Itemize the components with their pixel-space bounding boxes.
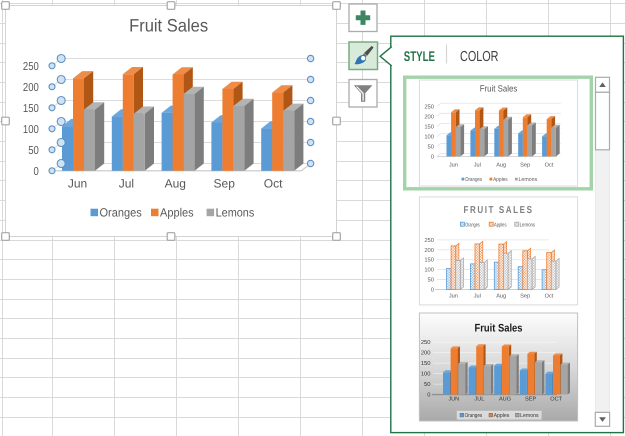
svg-text:150: 150 [23,103,39,115]
svg-text:Oranges: Oranges [465,222,480,228]
svg-text:150: 150 [424,123,434,130]
svg-text:200: 200 [421,350,431,357]
svg-text:Oranges: Oranges [100,206,142,220]
svg-text:FRUIT SALES: FRUIT SALES [464,205,534,216]
svg-text:Sep: Sep [214,177,236,191]
svg-text:Fruit Sales: Fruit Sales [475,322,523,334]
svg-text:SEP: SEP [525,397,536,403]
svg-text:0: 0 [34,166,39,178]
svg-text:100: 100 [424,267,434,274]
svg-text:50: 50 [428,277,434,284]
svg-text:Oct: Oct [545,163,554,169]
svg-text:50: 50 [428,143,434,150]
svg-text:0: 0 [431,287,434,294]
svg-text:150: 150 [421,360,431,367]
svg-text:250: 250 [23,61,39,73]
svg-text:0: 0 [431,154,434,161]
svg-text:100: 100 [424,133,434,140]
svg-text:Apples: Apples [493,177,508,183]
svg-text:Jun: Jun [68,177,87,191]
svg-text:COLOR: COLOR [460,49,499,65]
svg-text:0: 0 [427,392,430,399]
svg-text:Apples: Apples [160,206,194,220]
svg-text:100: 100 [23,124,39,136]
svg-text:100: 100 [421,371,431,378]
svg-text:JUN: JUN [448,397,459,403]
svg-text:AUG: AUG [499,397,511,403]
svg-text:Oct: Oct [264,177,283,191]
svg-text:200: 200 [23,82,39,94]
svg-text:Oranges: Oranges [465,413,483,419]
svg-text:Oranges: Oranges [465,177,482,183]
svg-text:Jul: Jul [474,293,481,300]
svg-text:50: 50 [424,381,430,388]
svg-text:Jul: Jul [474,162,481,169]
svg-text:200: 200 [424,247,434,254]
svg-text:OCT: OCT [550,397,562,403]
svg-text:Sep: Sep [520,163,530,169]
svg-text:Oct: Oct [545,294,554,300]
svg-text:Jun: Jun [449,163,458,169]
svg-text:250: 250 [424,103,434,110]
svg-text:Lemons: Lemons [520,222,536,228]
svg-text:200: 200 [424,113,434,120]
svg-text:Apples: Apples [494,412,510,419]
svg-text:Jun: Jun [449,294,458,300]
svg-text:JUL: JUL [474,397,484,403]
svg-text:Fruit Sales: Fruit Sales [129,16,208,36]
svg-text:250: 250 [424,237,434,244]
svg-text:Lemons: Lemons [519,177,538,183]
svg-text:Apples: Apples [494,222,507,228]
svg-text:Sep: Sep [520,294,530,300]
svg-text:Fruit Sales: Fruit Sales [480,84,518,94]
svg-text:50: 50 [28,145,39,157]
svg-text:Aug: Aug [496,163,506,169]
svg-text:150: 150 [424,257,434,264]
svg-text:Jul: Jul [119,177,134,191]
svg-text:STYLE: STYLE [404,48,435,64]
svg-text:Aug: Aug [165,177,186,191]
svg-text:Lemons: Lemons [520,413,539,419]
svg-text:Lemons: Lemons [216,206,255,220]
svg-text:250: 250 [421,339,431,346]
svg-text:Aug: Aug [496,294,506,300]
